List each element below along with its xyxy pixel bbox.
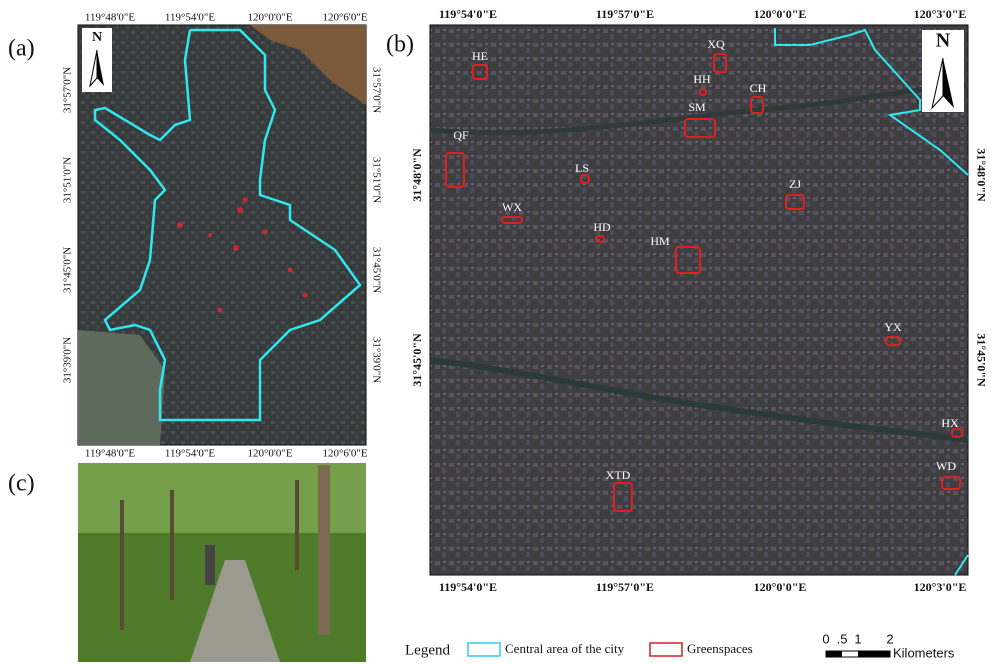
greenspace [233, 245, 239, 251]
photo-trunk [318, 465, 330, 635]
x-tick-label: 120°3'0"E [914, 580, 967, 594]
legend-swatch [650, 643, 682, 656]
photo-person [205, 545, 215, 585]
site-label: SM [688, 100, 706, 114]
y-tick-label: 31°45'0"N [370, 247, 382, 293]
y-tick-label: 31°48'0"N [974, 148, 988, 202]
greenspace [237, 207, 243, 213]
site-label: ZJ [789, 177, 801, 191]
y-tick-label: 31°51'0"N [370, 157, 382, 203]
x-tick-label: 120°0'0"E [247, 12, 292, 24]
x-tick-label: 120°6'0"E [322, 12, 367, 24]
site-label: HE [472, 49, 488, 63]
x-tick-label: 120°0'0"E [754, 7, 807, 21]
scale-bar-segment [826, 651, 842, 657]
y-tick-label: 31°48'0"N [410, 148, 424, 202]
panel-label: (c) [8, 471, 35, 497]
site-label: HX [941, 416, 959, 430]
scale-label: 1 [854, 631, 861, 646]
site-label: HH [693, 72, 711, 86]
site-label: WX [502, 200, 522, 214]
y-tick-label: 31°45'0"N [62, 247, 74, 293]
site-label: XQ [707, 37, 725, 51]
scale-label: .5 [837, 631, 848, 646]
x-tick-label: 120°0'0"E [754, 580, 807, 594]
site-label: QF [453, 128, 469, 142]
x-tick-label: 119°48'0"E [85, 448, 135, 460]
photo-trunk [120, 500, 124, 630]
site-label: YX [884, 320, 902, 334]
panel-c: (c) [8, 463, 366, 662]
scale-bar: 0 .5 1 2 Kilometers [822, 631, 955, 660]
figure: N (a) N (b) HE XQ HH CH SM QF LS ZJ WX HD HM YX HX WD… [0, 0, 992, 664]
x-tick-label: 119°57'0"E [596, 580, 654, 594]
greenspace [263, 230, 268, 235]
panel-b: N (b) HE XQ HH CH SM QF LS ZJ WX HD HM YX HX WD XTD [386, 25, 968, 575]
greenspace [218, 308, 223, 313]
y-tick-label: 31°57'0"N [370, 67, 382, 113]
x-tick-label: 119°54'0"E [439, 580, 497, 594]
x-tick-label: 119°57'0"E [596, 7, 654, 21]
y-tick-label: 31°39'0"N [370, 337, 382, 383]
scale-label: 0 [822, 631, 829, 646]
x-tick-label: 120°3'0"E [914, 7, 967, 21]
x-tick-label: 120°0'0"E [247, 448, 292, 460]
y-tick-label: 31°45'0"N [410, 333, 424, 387]
greenspace [208, 233, 212, 237]
photo-trunk [295, 480, 299, 570]
x-tick-label: 119°54'0"E [439, 7, 497, 21]
y-tick-label: 31°39'0"N [62, 337, 74, 383]
legend-label: Greenspaces [687, 641, 753, 656]
panel-label: (a) [8, 36, 35, 62]
site-label: HD [593, 220, 611, 234]
x-tick-label: 119°48'0"E [85, 12, 135, 24]
scale-bar-segment [858, 651, 890, 657]
x-tick-label: 119°54'0"E [165, 448, 215, 460]
site-label: XTD [606, 468, 631, 482]
legend-swatch [468, 643, 500, 656]
site-label: LS [575, 161, 589, 175]
scale-label: 2 [886, 631, 893, 646]
greenspace [303, 293, 308, 298]
y-tick-label: 31°57'0"N [62, 67, 74, 113]
site-label: CH [750, 81, 767, 95]
north-label: N [936, 30, 951, 52]
scale-unit: Kilometers [893, 645, 955, 660]
photo-trunk [170, 490, 174, 600]
legend-label: Central area of the city [505, 641, 625, 656]
greenspace [177, 222, 183, 228]
site-label: HM [650, 234, 670, 248]
legend: Legend Central area of the city Greenspa… [405, 641, 753, 658]
greenspace [288, 268, 293, 273]
site-label: WD [936, 459, 956, 473]
y-tick-label: 31°51'0"N [62, 157, 74, 203]
y-tick-label: 31°45'0"N [974, 333, 988, 387]
x-tick-label: 120°6'0"E [322, 448, 367, 460]
panel-label: (b) [386, 32, 414, 58]
legend-title: Legend [405, 642, 450, 658]
north-label: N [92, 30, 102, 45]
x-tick-label: 119°54'0"E [165, 12, 215, 24]
greenspace [243, 198, 248, 203]
